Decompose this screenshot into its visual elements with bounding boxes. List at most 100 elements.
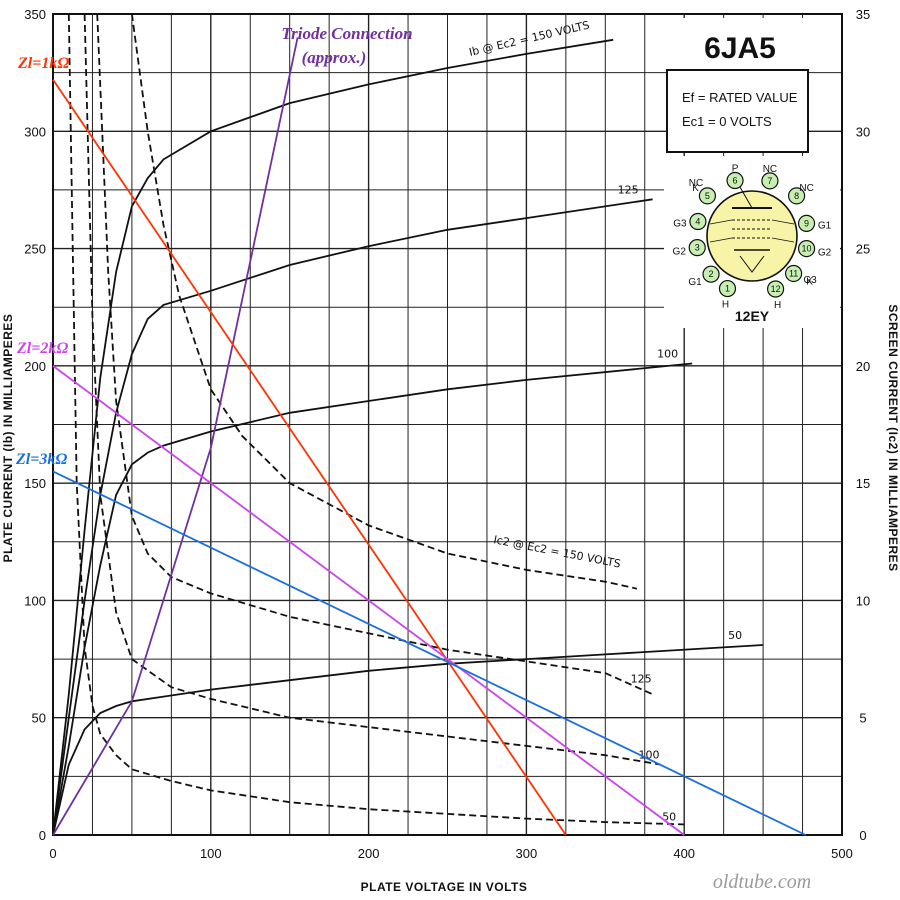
y2-axis-label: SCREEN CURRENT (Ic2) IN MILLIAMPERES [886,304,900,571]
plate-curve-label: 50 [728,629,742,642]
title-box [651,18,837,72]
triode-label: Triode Connection [281,24,412,43]
y2-tick-label: 30 [856,124,870,139]
base-pin-number: 5 [705,191,710,201]
y-tick-label: 50 [32,711,46,726]
electrode-lead [709,237,733,243]
base-pin [787,187,806,205]
base-pin-name: H [722,300,729,311]
annotations: Triode Connection (approx.) Zl=1kΩ Zl=2kΩ Zl… [15,24,413,468]
electrode-lead [771,219,795,225]
base-pin-number: 1 [725,284,730,294]
condition-ec1: Ec1 = 0 VOLTS [682,114,772,129]
plate-curve [52,362,693,836]
base-pin-number: 12 [771,284,781,294]
plate-curve-label: 125 [618,183,639,196]
screen-curve-label: 100 [639,749,660,762]
y-axis-label: PLATE CURRENT (Ib) IN MILLIAMPERES [1,314,15,563]
base-pin-number: 9 [804,218,809,228]
base-pin-number: 7 [767,176,772,186]
load-line [52,79,567,836]
tube-type-title: 6JA5 [704,32,776,65]
conditions-box [666,69,809,153]
y-tick-label: 150 [24,476,46,491]
base-pin [761,172,779,190]
y-tick-label: 100 [24,593,46,608]
base-pin-name: NC [799,183,813,194]
base-pin-number: 2 [709,269,714,279]
y2-tick-label: 0 [859,828,866,843]
y2-tick-label: 35 [856,7,870,22]
base-pin-number: 6 [733,176,738,186]
base-pin-name: G1 [818,220,832,231]
plot-frame [52,13,843,836]
plate-curve [52,198,653,836]
base-pin-number: 4 [695,217,700,227]
base-circle [706,190,798,282]
load-line-label: Zl=3kΩ [15,451,67,468]
y2-tick-label: 10 [856,593,870,608]
base-pin-name: NC [763,164,777,175]
base-pin [698,187,717,205]
condition-ef: Ef = RATED VALUE [682,90,798,105]
plate-curve-label: 100 [657,348,678,361]
base-pin [688,239,706,257]
load-line [52,470,807,836]
screen-curve [131,13,638,590]
base-extra-label: NC [689,178,703,189]
plate-curve [52,644,764,836]
screen-curve-label: 50 [662,810,676,823]
base-pin [702,265,720,283]
load-line [52,365,685,836]
base-pin [718,279,737,298]
x-tick-label: 300 [516,846,538,861]
y-tick-label: 250 [24,242,46,257]
triode-line [52,37,299,836]
y2-tick-label: 5 [859,711,866,726]
base-pin-name: K [806,276,813,287]
screen-curve [83,13,661,766]
watermark: oldtube.com [713,871,811,893]
base-pin-number: 11 [789,268,798,278]
y2-tick-label: 20 [856,359,870,374]
screen-curve [96,13,653,696]
x-axis-label: PLATE VOLTAGE IN VOLTS [361,880,528,894]
electrode-lead [771,237,795,243]
y-tick-label: 350 [24,7,46,22]
load-line-label: Zl=2kΩ [16,340,68,357]
base-pin-number: 10 [802,244,812,254]
base-pin-name: G3 [673,219,687,230]
y2-tick-label: 25 [856,242,870,257]
plate-curve [52,38,614,836]
triode-label-approx: (approx.) [302,48,367,67]
y-tick-label: 0 [39,828,46,843]
base-extra-label: G3 [803,275,817,286]
base-pin-number: 8 [794,191,799,201]
screen-curve-label: 125 [631,672,652,685]
x-tick-label: 100 [200,846,222,861]
x-tick-label: 500 [831,846,853,861]
electrode-lead [709,219,733,225]
base-code: 12EY [735,308,770,324]
x-tick-label: 0 [49,846,56,861]
y-tick-label: 200 [24,359,46,374]
base-pin-number: 3 [695,243,700,253]
base-pin-name: G2 [818,248,832,259]
base-pin-name: G1 [688,277,702,288]
base-pin [785,264,803,283]
base-pin [766,280,785,298]
x-tick-label: 400 [673,846,695,861]
base-pin [797,214,816,233]
base-pin [689,212,707,231]
x-tick-label: 200 [358,846,380,861]
axis-ticks: 0 100 200 300 400 500050100150200250300350051… [24,7,870,861]
y-tick-label: 300 [24,124,46,139]
base-pin-name: G2 [673,247,687,258]
load-lines [52,37,807,836]
heater-element [739,255,765,273]
base-pin-name: K [692,183,699,194]
load-line-label: Zl=1kΩ [17,55,69,72]
base-pin [797,239,816,258]
